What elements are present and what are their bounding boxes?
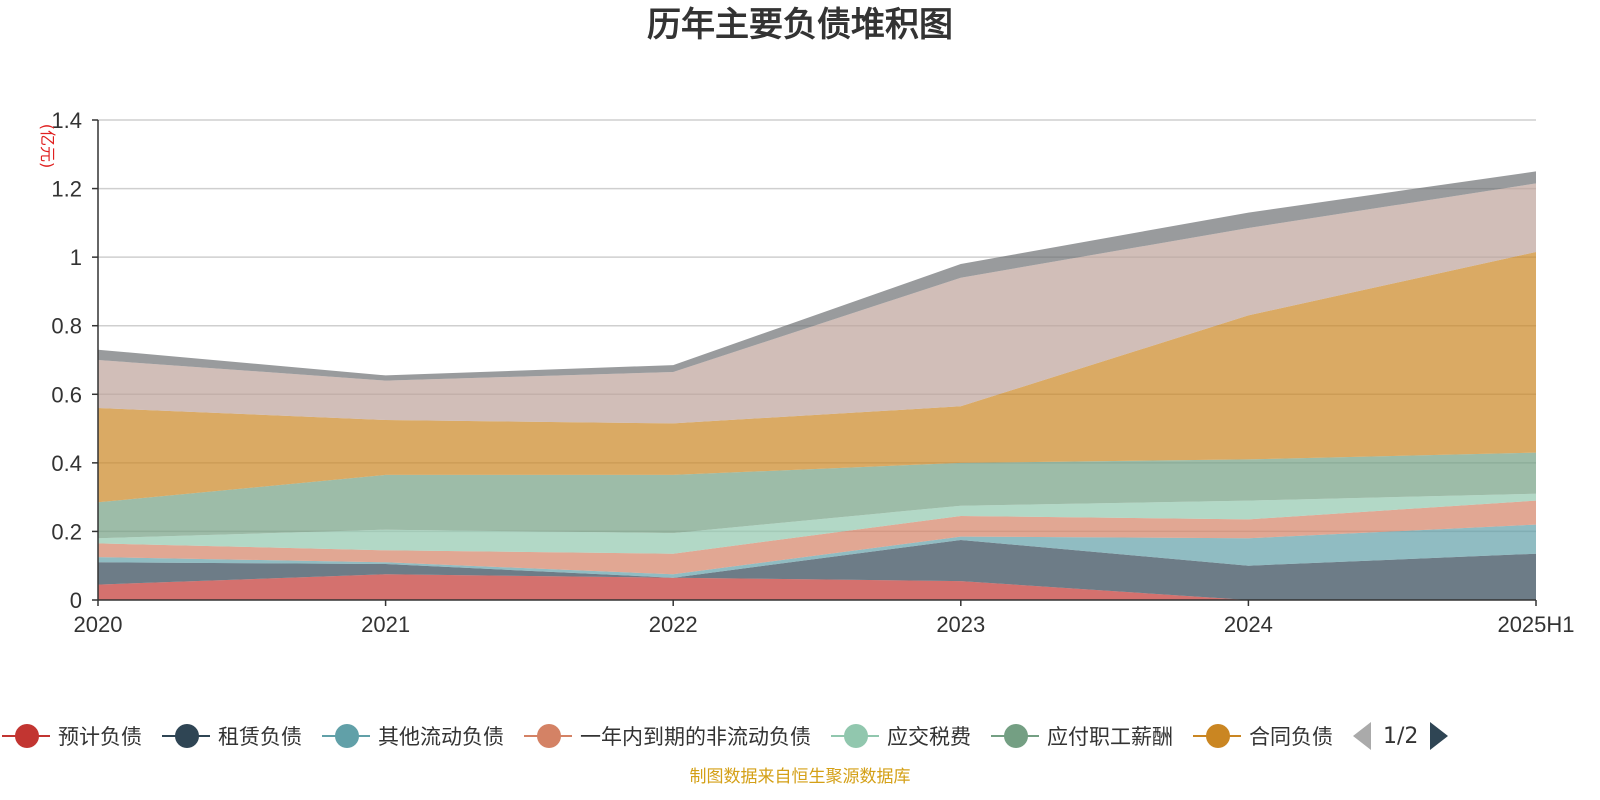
x-tick-label: 2023 — [936, 612, 985, 637]
y-tick-label: 1.4 — [51, 108, 82, 133]
legend-item-5[interactable]: 应交税费 — [831, 721, 971, 751]
area-series-3[interactable] — [98, 524, 1536, 578]
legend: 预计负债 租赁负债 其他流动负债 一年内到期的非流动负债 应交税费 应付职工薪酬 合同负债 … — [0, 714, 1600, 758]
legend-item-2[interactable]: 租赁负债 — [162, 721, 302, 751]
legend-label: 合同负债 — [1249, 725, 1333, 749]
legend-page-indicator: 1/2 — [1383, 723, 1419, 749]
legend-pager: 1/2 — [1353, 722, 1449, 750]
legend-prev-page-icon[interactable] — [1353, 722, 1371, 750]
legend-marker-icon — [2, 723, 50, 749]
area-series-6[interactable] — [98, 452, 1536, 539]
legend-item-6[interactable]: 应付职工薪酬 — [991, 721, 1173, 751]
legend-item-4[interactable]: 一年内到期的非流动负债 — [524, 721, 811, 751]
legend-marker-icon — [831, 723, 879, 749]
legend-marker-icon — [322, 723, 370, 749]
source-footer: 制图数据来自恒生聚源数据库 — [689, 767, 911, 787]
legend-next-page-icon[interactable] — [1430, 722, 1449, 750]
legend-label: 一年内到期的非流动负债 — [580, 725, 811, 749]
x-tick-label: 2021 — [361, 612, 410, 637]
legend-item-1[interactable]: 预计负债 — [2, 721, 142, 751]
y-tick-label: 0.2 — [51, 519, 82, 544]
area-series-2[interactable] — [98, 540, 1536, 600]
area-series-7[interactable] — [98, 252, 1536, 503]
area-series-4[interactable] — [98, 500, 1536, 575]
legend-marker-icon — [524, 723, 572, 749]
legend-marker-icon — [162, 723, 210, 749]
legend-label: 租赁负债 — [218, 725, 302, 749]
x-tick-label: 2020 — [74, 612, 123, 637]
y-tick-label: 0.8 — [51, 314, 82, 339]
y-tick-label: 0 — [70, 588, 82, 613]
legend-label: 应交税费 — [887, 725, 971, 749]
legend-label: 应付职工薪酬 — [1047, 725, 1173, 749]
legend-item-3[interactable]: 其他流动负债 — [322, 721, 504, 751]
y-tick-label: 0.4 — [51, 451, 82, 476]
legend-marker-icon — [1193, 723, 1241, 749]
stacked-areas — [98, 171, 1536, 600]
y-unit-label: (亿元) — [38, 124, 57, 169]
area-series-8[interactable] — [98, 183, 1536, 424]
legend-label: 预计负债 — [58, 725, 142, 749]
legend-marker-icon — [991, 723, 1039, 749]
y-tick-label: 1.2 — [51, 177, 82, 202]
y-tick-label: 1 — [70, 245, 82, 270]
legend-label: 其他流动负债 — [378, 725, 504, 749]
chart-title: 历年主要负债堆积图 — [647, 5, 953, 45]
axes: 0 0.2 0.4 0.6 0.8 1 1.2 1.4 2020 2021 2022 2023 2024… — [51, 108, 1574, 637]
area-series-5[interactable] — [98, 493, 1536, 554]
legend-item-7[interactable]: 合同负债 — [1193, 721, 1333, 751]
x-tick-label: 2024 — [1224, 612, 1273, 637]
area-series-1[interactable] — [98, 574, 1536, 600]
y-tick-label: 0.6 — [51, 382, 82, 407]
x-tick-label: 2025H1 — [1497, 612, 1574, 637]
area-series-9[interactable] — [98, 171, 1536, 381]
x-tick-label: 2022 — [649, 612, 698, 637]
